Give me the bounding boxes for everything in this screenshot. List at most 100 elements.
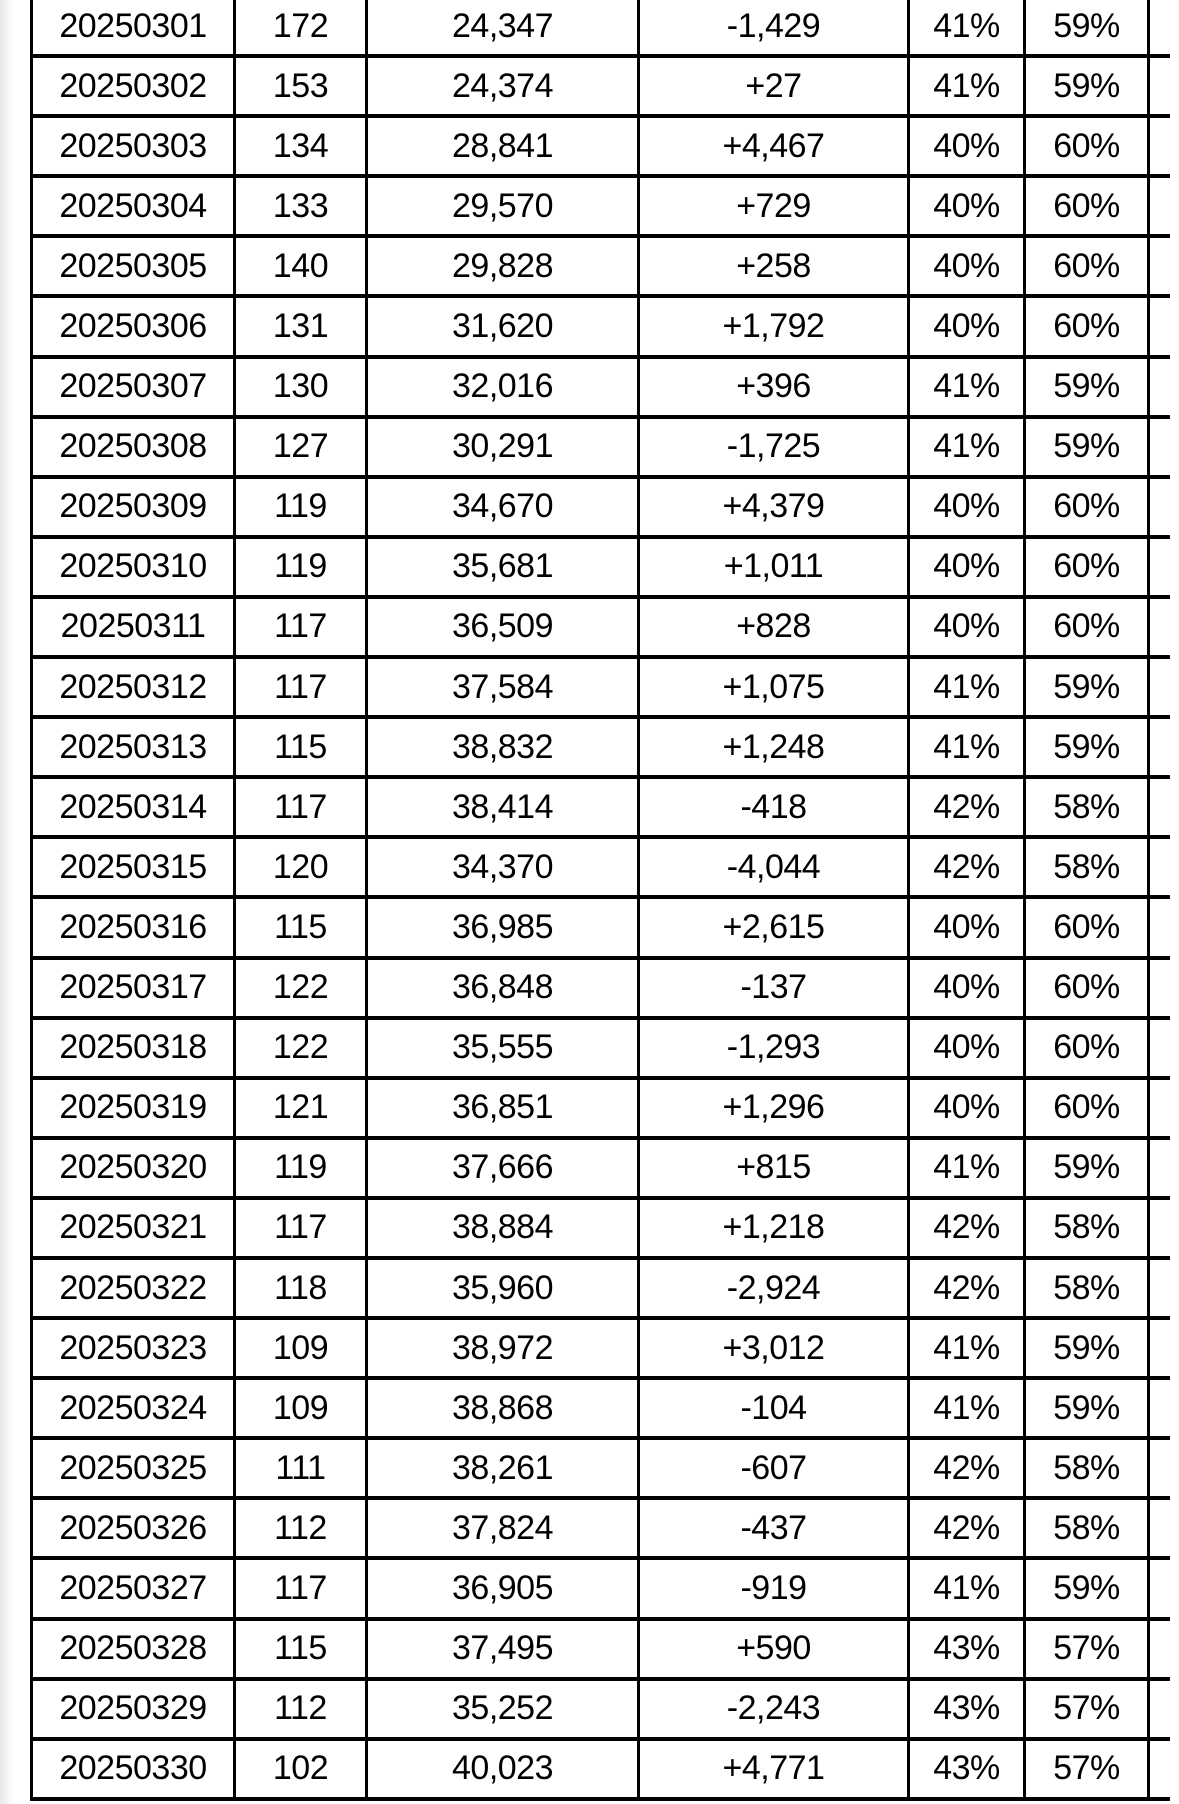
table-row: 20250324 109 38,868 -104 41% 59% bbox=[30, 1376, 1170, 1441]
percent-b-cell: 59% bbox=[1023, 1556, 1150, 1621]
percent-b-cell: 58% bbox=[1023, 835, 1150, 900]
percent-b-cell: 60% bbox=[1023, 1015, 1150, 1080]
table-body: 20250301 172 24,347 -1,429 41% 59% 20250… bbox=[30, 0, 1170, 1801]
count-cell: 140 bbox=[233, 234, 368, 299]
cutoff-edge-cell bbox=[1147, 715, 1170, 780]
date-cell: 20250305 bbox=[30, 234, 236, 299]
percent-b-cell: 57% bbox=[1023, 1736, 1150, 1801]
total-cell: 37,584 bbox=[365, 655, 640, 720]
percent-a-cell: 40% bbox=[907, 895, 1026, 960]
date-cell: 20250312 bbox=[30, 655, 236, 720]
count-cell: 119 bbox=[233, 1135, 368, 1200]
total-cell: 36,509 bbox=[365, 594, 640, 660]
count-cell: 117 bbox=[233, 594, 368, 660]
count-cell: 109 bbox=[233, 1316, 368, 1381]
percent-a-cell: 43% bbox=[907, 1736, 1026, 1801]
total-cell: 29,570 bbox=[365, 174, 640, 239]
change-cell: +828 bbox=[637, 594, 910, 660]
cutoff-edge-cell bbox=[1147, 534, 1170, 599]
table-row: 20250309 119 34,670 +4,379 40% 60% bbox=[30, 474, 1170, 539]
percent-a-cell: 41% bbox=[907, 655, 1026, 720]
percent-a-cell: 40% bbox=[907, 114, 1026, 179]
percent-a-cell: 40% bbox=[907, 474, 1026, 539]
cutoff-edge-cell bbox=[1147, 1316, 1170, 1381]
count-cell: 130 bbox=[233, 354, 368, 419]
table-row: 20250306 131 31,620 +1,792 40% 60% bbox=[30, 294, 1170, 359]
cutoff-edge-cell bbox=[1147, 0, 1170, 59]
date-cell: 20250326 bbox=[30, 1496, 236, 1561]
cutoff-edge-cell bbox=[1147, 655, 1170, 720]
percent-a-cell: 41% bbox=[907, 1376, 1026, 1441]
percent-a-cell: 42% bbox=[907, 775, 1026, 840]
table-row: 20250311 117 36,509 +828 40% 60% bbox=[30, 594, 1170, 660]
date-cell: 20250311 bbox=[30, 594, 236, 660]
percent-b-cell: 60% bbox=[1023, 895, 1150, 960]
total-cell: 35,681 bbox=[365, 534, 640, 599]
total-cell: 30,291 bbox=[365, 414, 640, 479]
date-cell: 20250322 bbox=[30, 1255, 236, 1321]
table-row: 20250323 109 38,972 +3,012 41% 59% bbox=[30, 1316, 1170, 1381]
table-row: 20250328 115 37,495 +590 43% 57% bbox=[30, 1616, 1170, 1681]
table-row: 20250322 118 35,960 -2,924 42% 58% bbox=[30, 1255, 1170, 1321]
count-cell: 122 bbox=[233, 1015, 368, 1080]
date-cell: 20250328 bbox=[30, 1616, 236, 1681]
count-cell: 117 bbox=[233, 655, 368, 720]
cutoff-edge-cell bbox=[1147, 895, 1170, 960]
table-row: 20250308 127 30,291 -1,725 41% 59% bbox=[30, 414, 1170, 479]
date-cell: 20250315 bbox=[30, 835, 236, 900]
percent-a-cell: 40% bbox=[907, 1015, 1026, 1080]
table-row: 20250304 133 29,570 +729 40% 60% bbox=[30, 174, 1170, 239]
total-cell: 35,252 bbox=[365, 1676, 640, 1741]
change-cell: +590 bbox=[637, 1616, 910, 1681]
change-cell: +1,218 bbox=[637, 1195, 910, 1260]
percent-a-cell: 40% bbox=[907, 534, 1026, 599]
percent-b-cell: 59% bbox=[1023, 655, 1150, 720]
change-cell: +729 bbox=[637, 174, 910, 239]
total-cell: 35,960 bbox=[365, 1255, 640, 1321]
change-cell: +27 bbox=[637, 54, 910, 119]
date-cell: 20250323 bbox=[30, 1316, 236, 1381]
total-cell: 37,666 bbox=[365, 1135, 640, 1200]
table-row: 20250315 120 34,370 -4,044 42% 58% bbox=[30, 835, 1170, 900]
count-cell: 119 bbox=[233, 534, 368, 599]
change-cell: -919 bbox=[637, 1556, 910, 1621]
table-row: 20250319 121 36,851 +1,296 40% 60% bbox=[30, 1075, 1170, 1140]
table-row: 20250305 140 29,828 +258 40% 60% bbox=[30, 234, 1170, 299]
cutoff-edge-cell bbox=[1147, 114, 1170, 179]
percent-b-cell: 60% bbox=[1023, 474, 1150, 539]
cutoff-edge-cell bbox=[1147, 474, 1170, 539]
count-cell: 131 bbox=[233, 294, 368, 359]
percent-b-cell: 59% bbox=[1023, 54, 1150, 119]
change-cell: +1,792 bbox=[637, 294, 910, 359]
total-cell: 36,848 bbox=[365, 955, 640, 1020]
percent-b-cell: 59% bbox=[1023, 715, 1150, 780]
percent-b-cell: 59% bbox=[1023, 414, 1150, 479]
count-cell: 115 bbox=[233, 1616, 368, 1681]
table-row: 20250318 122 35,555 -1,293 40% 60% bbox=[30, 1015, 1170, 1080]
cutoff-edge-cell bbox=[1147, 1075, 1170, 1140]
total-cell: 36,851 bbox=[365, 1075, 640, 1140]
percent-a-cell: 41% bbox=[907, 54, 1026, 119]
change-cell: -1,725 bbox=[637, 414, 910, 479]
date-cell: 20250313 bbox=[30, 715, 236, 780]
cutoff-edge-cell bbox=[1147, 835, 1170, 900]
total-cell: 36,905 bbox=[365, 1556, 640, 1621]
table-row: 20250327 117 36,905 -919 41% 59% bbox=[30, 1556, 1170, 1621]
change-cell: +815 bbox=[637, 1135, 910, 1200]
percent-b-cell: 60% bbox=[1023, 234, 1150, 299]
cutoff-edge-cell bbox=[1147, 1736, 1170, 1801]
percent-b-cell: 59% bbox=[1023, 1135, 1150, 1200]
percent-b-cell: 57% bbox=[1023, 1676, 1150, 1741]
percent-b-cell: 59% bbox=[1023, 354, 1150, 419]
cutoff-edge-cell bbox=[1147, 294, 1170, 359]
percent-b-cell: 59% bbox=[1023, 1316, 1150, 1381]
percent-b-cell: 60% bbox=[1023, 1075, 1150, 1140]
change-cell: +258 bbox=[637, 234, 910, 299]
cutoff-edge-cell bbox=[1147, 955, 1170, 1020]
count-cell: 121 bbox=[233, 1075, 368, 1140]
cutoff-edge-cell bbox=[1147, 1556, 1170, 1621]
date-cell: 20250309 bbox=[30, 474, 236, 539]
date-cell: 20250324 bbox=[30, 1376, 236, 1441]
date-cell: 20250306 bbox=[30, 294, 236, 359]
count-cell: 120 bbox=[233, 835, 368, 900]
